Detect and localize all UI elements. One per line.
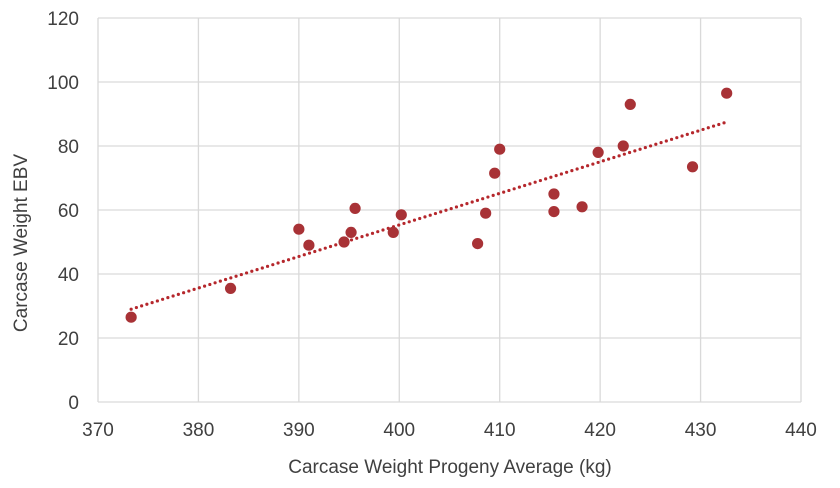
y-tick-label: 20 bbox=[58, 329, 79, 350]
data-point bbox=[125, 311, 137, 323]
x-tick-label: 440 bbox=[785, 420, 817, 441]
data-point bbox=[349, 202, 361, 214]
data-point bbox=[303, 239, 315, 251]
y-tick-label: 80 bbox=[58, 137, 79, 158]
x-tick-label: 380 bbox=[183, 420, 215, 441]
y-tick-label: 60 bbox=[58, 201, 79, 222]
data-point bbox=[548, 206, 560, 218]
data-point bbox=[395, 209, 407, 221]
x-tick-label: 430 bbox=[685, 420, 717, 441]
data-point bbox=[480, 207, 492, 219]
y-tick-label: 120 bbox=[47, 9, 79, 30]
y-tick-label: 0 bbox=[68, 393, 79, 414]
data-point bbox=[345, 226, 357, 238]
data-point bbox=[489, 167, 501, 179]
data-point bbox=[548, 188, 560, 200]
data-point bbox=[472, 238, 484, 250]
gridlines bbox=[97, 17, 802, 403]
data-point bbox=[686, 161, 699, 173]
y-tick-label: 40 bbox=[58, 265, 79, 286]
x-tick-label: 390 bbox=[283, 420, 315, 441]
data-point bbox=[617, 140, 629, 152]
x-tick-label: 400 bbox=[383, 420, 415, 441]
tick-labels: 370 380 390 400 410 420 430 440 0 20 40 60 80 100 120 bbox=[47, 9, 817, 441]
x-axis-title: Carcase Weight Progeny Average (kg) bbox=[288, 457, 612, 478]
data-point bbox=[224, 282, 237, 294]
x-tick-label: 370 bbox=[82, 420, 114, 441]
data-point bbox=[338, 236, 350, 248]
trendline-layer bbox=[129, 120, 729, 311]
trendline bbox=[129, 120, 729, 311]
y-axis-title: Carcase Weight EBV bbox=[11, 154, 32, 332]
y-tick-label: 100 bbox=[47, 73, 79, 94]
data-point bbox=[576, 201, 588, 213]
data-point bbox=[494, 143, 506, 155]
x-tick-label: 410 bbox=[484, 420, 516, 441]
data-point bbox=[624, 98, 636, 110]
data-point bbox=[387, 226, 399, 238]
data-point bbox=[721, 87, 733, 99]
data-points bbox=[125, 87, 733, 323]
data-point bbox=[592, 146, 604, 158]
data-point bbox=[293, 223, 305, 235]
x-tick-label: 420 bbox=[584, 420, 616, 441]
